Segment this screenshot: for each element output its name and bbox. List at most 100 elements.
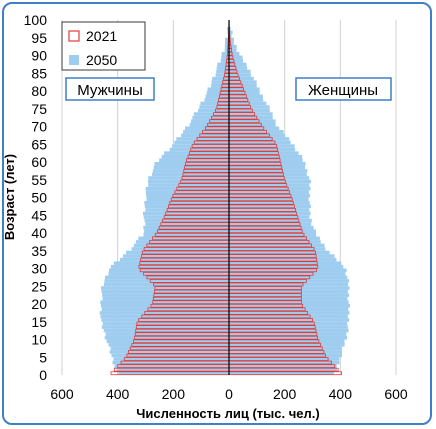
bar-2050-male <box>144 229 229 233</box>
bar-2050-male <box>152 172 229 177</box>
bar-2050-female <box>229 190 309 194</box>
bar-2050-female <box>229 307 349 312</box>
bar-2050-male <box>102 296 229 301</box>
bar-2050-male <box>133 243 229 248</box>
bar-2050-female <box>229 211 311 216</box>
y-tick-label: 60 <box>31 154 47 170</box>
bar-2050-female <box>229 357 340 361</box>
bar-2050-male <box>189 122 229 127</box>
bar-2050-female <box>229 293 350 297</box>
x-tick-label: 0 <box>225 386 233 402</box>
bar-2050-female <box>229 105 270 109</box>
bar-2050-female <box>229 27 231 31</box>
bar-2050-female <box>229 279 350 283</box>
bar-2050-male <box>211 80 229 84</box>
bar-2050-female <box>229 360 340 365</box>
bar-2050-male <box>100 304 229 308</box>
bar-2050-female <box>229 247 326 251</box>
bar-2050-female <box>229 304 350 308</box>
bar-2050-female <box>229 350 343 354</box>
bar-2050-female <box>229 119 276 123</box>
bar-2050-male <box>221 51 229 56</box>
bar-2050-male <box>199 105 229 109</box>
bar-2050-female <box>229 158 303 162</box>
bar-2050-female <box>229 233 317 237</box>
bar-2050-male <box>146 193 229 198</box>
bar-2050-male <box>215 73 229 77</box>
bar-2050-male <box>169 147 229 152</box>
bar-2050-male <box>110 264 229 269</box>
bar-2050-male <box>216 69 229 74</box>
bar-2050-female <box>229 225 314 230</box>
bar-2050-male <box>103 328 229 333</box>
bar-2050-female <box>229 76 254 81</box>
bar-2050-female <box>229 59 244 63</box>
y-tick-label: 80 <box>31 83 47 99</box>
bar-2050-male <box>224 41 229 45</box>
bar-2050-male <box>111 353 229 358</box>
female-label: Женщины <box>308 82 378 99</box>
bar-2050-female <box>229 133 285 138</box>
x-tick-label: 600 <box>384 386 408 402</box>
y-tick-label: 10 <box>31 332 47 348</box>
bar-2050-male <box>143 225 229 230</box>
bar-2050-female <box>229 91 260 95</box>
bar-2050-male <box>144 204 229 209</box>
bar-2050-male <box>103 282 229 287</box>
bar-2050-male <box>105 332 229 336</box>
bar-2050-female <box>229 268 347 273</box>
bar-2050-male <box>161 154 229 159</box>
bar-2050-female <box>229 122 276 127</box>
y-tick-label: 40 <box>31 225 47 241</box>
bar-2050-male <box>172 144 229 148</box>
bar-2050-male <box>176 137 229 141</box>
bar-2050-male <box>145 186 229 191</box>
bar-2050-male <box>104 279 229 283</box>
bar-2050-female <box>229 169 308 173</box>
bar-2050-male <box>100 314 229 319</box>
bar-2050-male <box>193 112 229 116</box>
y-tick-label: 45 <box>31 207 47 223</box>
bar-2050-male <box>211 83 229 88</box>
bar-2050-male <box>221 55 229 60</box>
bar-2050-female <box>229 94 263 99</box>
bar-2050-female <box>229 101 267 106</box>
bar-2050-female <box>229 151 299 155</box>
bar-2050-female <box>229 130 284 134</box>
bar-2050-female <box>229 154 303 159</box>
bar-2050-female <box>229 66 248 70</box>
y-tick-label: 50 <box>31 190 47 206</box>
bar-2050-male <box>198 108 229 113</box>
bar-2050-male <box>224 48 229 52</box>
bar-2050-male <box>159 158 229 162</box>
bar-2050-male <box>108 343 229 347</box>
bar-2050-female <box>229 179 311 184</box>
series-2050-bars <box>99 20 350 375</box>
bar-2050-male <box>205 94 229 99</box>
bar-2050-female <box>229 371 335 375</box>
y-tick-label: 25 <box>31 278 47 294</box>
legend-swatch-2050 <box>69 55 79 65</box>
bar-2050-female <box>229 201 310 205</box>
bar-2050-female <box>229 364 337 368</box>
bar-2050-female <box>229 208 310 212</box>
bar-2050-male <box>106 339 229 344</box>
bar-2050-male <box>145 222 229 226</box>
bar-2050-female <box>229 137 290 141</box>
x-tick-labels: 600 400 200 0 200 400 600 <box>50 386 408 402</box>
bar-2050-male <box>143 233 229 237</box>
bar-2050-male <box>174 140 229 145</box>
bar-2050-male <box>100 286 229 290</box>
bar-2050-male <box>102 321 229 326</box>
y-tick-label: 0 <box>39 367 47 383</box>
bar-2050-male <box>224 44 229 49</box>
bar-2050-male <box>118 371 229 375</box>
y-tick-label: 65 <box>31 136 47 152</box>
bar-2050-female <box>229 44 237 49</box>
bar-2050-male <box>200 101 229 106</box>
bar-2050-female <box>229 87 260 91</box>
bar-2050-male <box>131 247 229 251</box>
bar-2050-male <box>204 98 229 102</box>
bar-2050-female <box>229 296 348 301</box>
